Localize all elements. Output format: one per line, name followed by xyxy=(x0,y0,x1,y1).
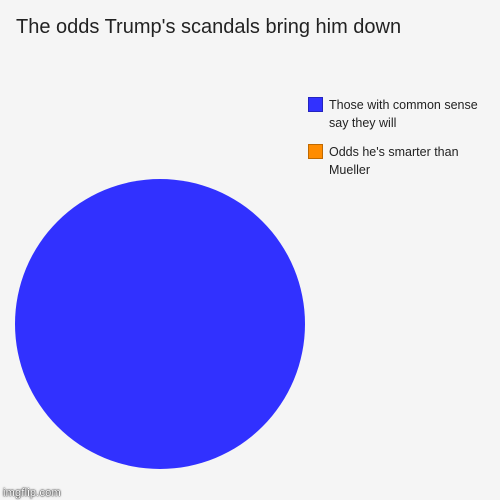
pie-slice-common-sense xyxy=(15,179,305,469)
chart-title: The odds Trump's scandals bring him down xyxy=(16,16,402,38)
watermark-text: imgflip.com xyxy=(3,487,61,499)
legend-label-smarter-than-mueller: Odds he's smarter than Mueller xyxy=(329,145,459,177)
legend-item-common-sense: Those with common sense say they will xyxy=(308,96,496,132)
legend-item-smarter-than-mueller: Odds he's smarter than Mueller xyxy=(308,143,496,179)
legend: Those with common sense say they will Od… xyxy=(308,96,496,190)
legend-swatch-common-sense xyxy=(308,97,323,112)
legend-label-common-sense: Those with common sense say they will xyxy=(329,98,478,130)
legend-swatch-smarter-than-mueller xyxy=(308,144,323,159)
